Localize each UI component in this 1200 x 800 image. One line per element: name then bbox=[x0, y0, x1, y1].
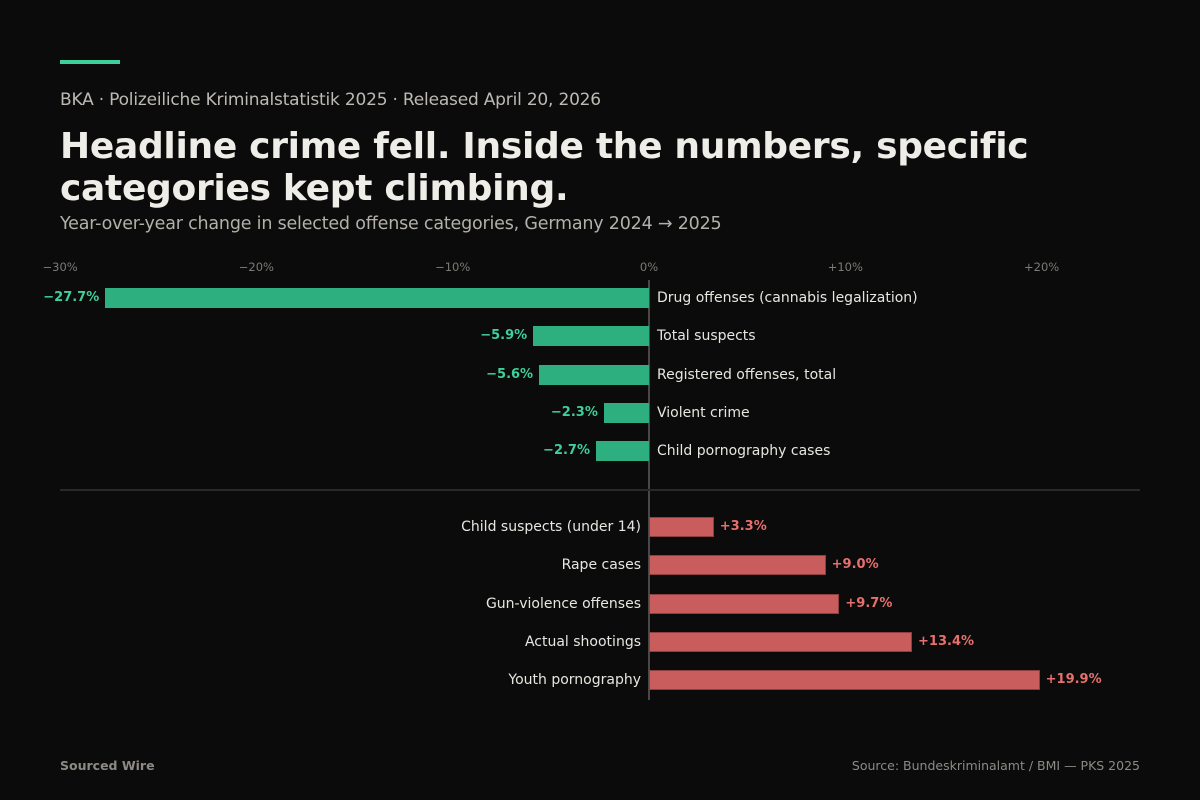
accent-bar bbox=[60, 60, 120, 64]
bar-value-label: +3.3% bbox=[719, 519, 767, 534]
bar-value-label: +9.0% bbox=[831, 557, 879, 572]
category-label: Violent crime bbox=[657, 405, 750, 421]
bar-decrease bbox=[533, 326, 649, 346]
group-divider bbox=[60, 489, 1140, 491]
category-label: Drug offenses (cannabis legalization) bbox=[657, 290, 918, 306]
category-label: Child suspects (under 14) bbox=[461, 519, 641, 535]
bar-increase bbox=[649, 555, 826, 575]
bar-value-label: +19.9% bbox=[1045, 672, 1102, 687]
category-label: Child pornography cases bbox=[657, 443, 831, 459]
kicker: BKA · Polizeiliche Kriminalstatistik 202… bbox=[60, 90, 601, 110]
x-tick-label: 0% bbox=[639, 260, 659, 274]
chart-title: Headline crime fell. Inside the numbers,… bbox=[60, 126, 1029, 209]
bar-increase bbox=[649, 632, 913, 652]
category-label: Gun-violence offenses bbox=[485, 596, 641, 612]
category-label: Actual shootings bbox=[524, 634, 641, 650]
bar-value-label: +9.7% bbox=[845, 596, 893, 611]
bar-value-label: −2.3% bbox=[550, 405, 598, 420]
x-tick-label: −30% bbox=[42, 260, 78, 274]
source-note: Source: Bundeskriminalamt / BMI — PKS 20… bbox=[851, 758, 1140, 773]
x-tick-label: +10% bbox=[827, 260, 863, 274]
bar-value-label: −5.6% bbox=[486, 367, 534, 382]
x-tick-label: −20% bbox=[238, 260, 274, 274]
category-label: Registered offenses, total bbox=[657, 367, 837, 383]
bar-increase bbox=[649, 517, 714, 537]
bar-decrease bbox=[603, 403, 649, 423]
bar-value-label: −2.7% bbox=[543, 443, 590, 458]
bar-value-label: −5.9% bbox=[480, 328, 528, 343]
bar-decrease bbox=[595, 441, 649, 461]
bar-value-label: +13.4% bbox=[918, 634, 975, 649]
bar-increase bbox=[649, 594, 840, 614]
bar-decrease bbox=[105, 288, 649, 308]
bar-decrease bbox=[539, 365, 649, 385]
x-tick-label: −10% bbox=[435, 260, 471, 274]
bar-value-label: −27.7% bbox=[43, 290, 100, 305]
x-tick-label: +20% bbox=[1023, 260, 1060, 274]
category-label: Total suspects bbox=[657, 328, 756, 344]
brand-name: Sourced Wire bbox=[60, 758, 155, 773]
chart-subtitle: Year-over-year change in selected offens… bbox=[60, 214, 722, 234]
category-label: Youth pornography bbox=[508, 672, 641, 688]
bar-increase bbox=[649, 670, 1040, 690]
category-label: Rape cases bbox=[561, 557, 641, 573]
